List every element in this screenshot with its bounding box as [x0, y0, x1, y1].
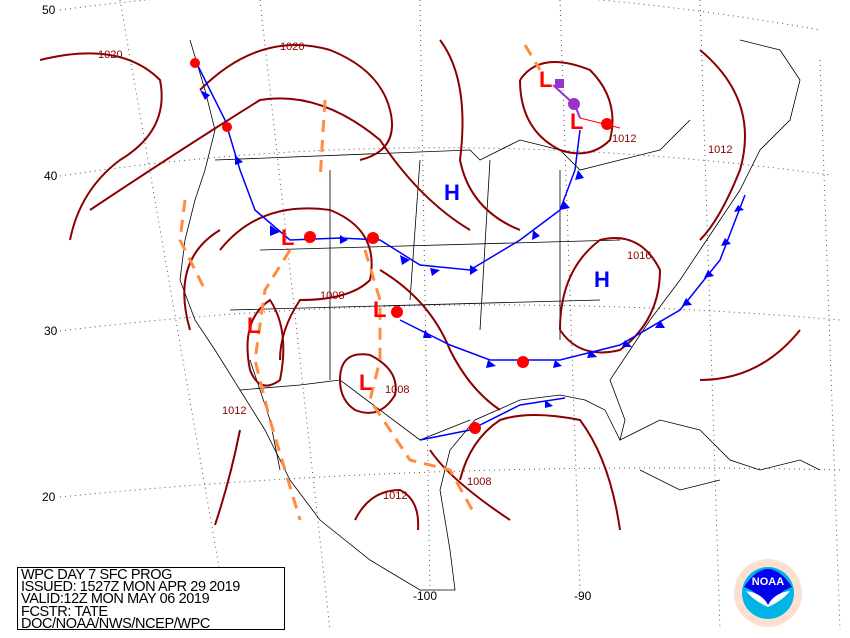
- isobar-label: 1016: [627, 250, 652, 262]
- cold-front-symbols: [200, 90, 744, 408]
- low-pressure-center: L: [281, 225, 295, 250]
- isobar-label: 1012: [612, 133, 637, 145]
- isobar-label: 1012: [222, 405, 247, 417]
- isobar-label: 1008: [467, 476, 492, 488]
- graticule: [59, 0, 841, 631]
- troughs: [178, 44, 542, 521]
- svg-text:NOAA: NOAA: [752, 576, 784, 588]
- isobar-label: 1008: [385, 384, 410, 396]
- lon-label-90: -90: [574, 589, 592, 603]
- legend-issued: ISSUED: 1527Z MON APR 29 2019: [21, 579, 240, 596]
- warm-front: [579, 117, 621, 129]
- lat-label-50: 50: [42, 3, 56, 17]
- low-pressure-center: L: [373, 297, 387, 322]
- high-pressure-center: H: [444, 180, 460, 205]
- low-pressure-center: L: [539, 67, 553, 92]
- isobar-label: 1008: [320, 290, 345, 302]
- low-pressure-center: L: [359, 370, 373, 395]
- legend-forecaster: FCSTR: TATE: [21, 603, 108, 620]
- legend-box: WPC DAY 7 SFC PROG ISSUED: 1527Z MON APR…: [17, 567, 285, 632]
- low-pressure-center: L: [247, 313, 261, 338]
- legend-title: WPC DAY 7 SFC PROG: [21, 567, 172, 583]
- high-pressure-center: H: [594, 267, 610, 292]
- occluded-front: [552, 79, 581, 119]
- legend-agency: DOC/NOAA/NWS/NCEP/WPC: [21, 615, 210, 632]
- isobar-label: 1012: [383, 490, 408, 502]
- lat-label-20: 20: [42, 490, 56, 504]
- warm-front-symbols: [190, 58, 613, 434]
- lon-label-100: -100: [413, 589, 438, 603]
- lat-label-40: 40: [44, 169, 58, 183]
- coastlines-borders: [179, 39, 821, 591]
- isobar-label: 1012: [708, 144, 733, 156]
- isobar-label: 1020: [280, 41, 305, 53]
- isobars: [39, 39, 801, 531]
- lat-label-30: 30: [44, 324, 58, 338]
- legend-valid: VALID:12Z MON MAY 06 2019: [21, 591, 210, 608]
- noaa-logo: NOAA: [734, 559, 802, 627]
- low-pressure-center: L: [570, 109, 584, 134]
- isobar-label: 1020: [98, 49, 123, 61]
